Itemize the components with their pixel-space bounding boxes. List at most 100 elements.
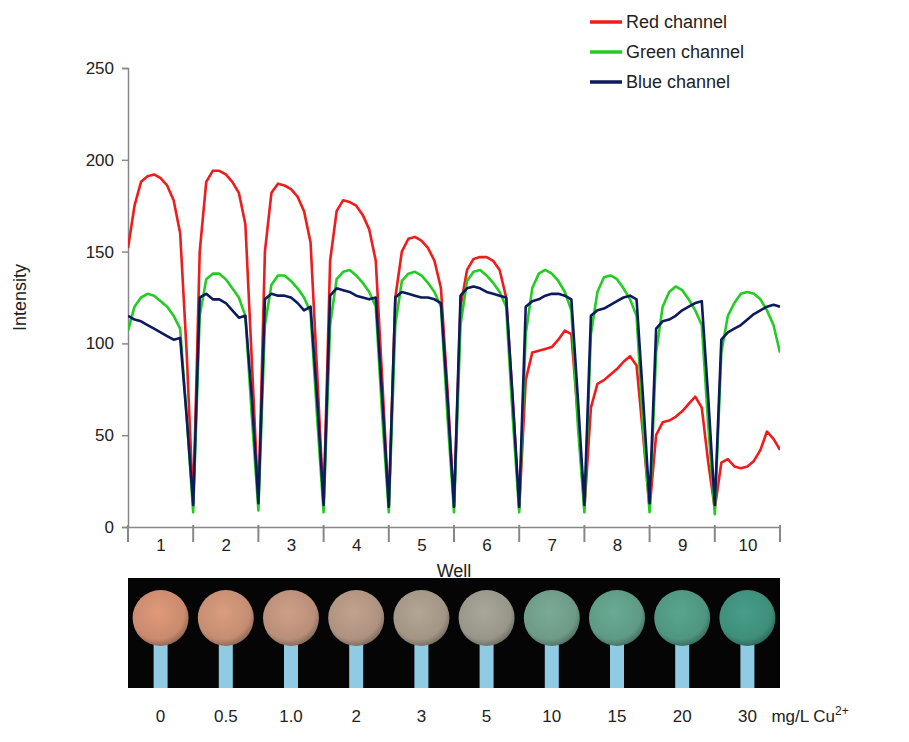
x-tick: 6 [482, 527, 491, 555]
y-tick-label: 0 [105, 518, 114, 537]
x-tick-label: 6 [482, 536, 491, 555]
well-divider [714, 525, 716, 542]
series-line [128, 270, 780, 514]
x-tick-label: 4 [352, 536, 361, 555]
concentration-label: 2 [351, 707, 360, 726]
concentration-label: 0.5 [214, 707, 238, 726]
x-tick-label: 3 [287, 536, 296, 555]
well-photo [459, 590, 515, 646]
y-tick: 50 [95, 426, 128, 445]
well-photo [719, 590, 775, 646]
well-channel [349, 640, 363, 688]
x-tick: 1 [156, 527, 165, 555]
well-channel [545, 640, 559, 688]
well-channel [610, 640, 624, 688]
well-photo [524, 590, 580, 646]
well-photo [654, 590, 710, 646]
y-tick-mark [122, 343, 128, 345]
x-tick-label: 2 [222, 536, 231, 555]
concentration-unit: mg/L Cu2+ [771, 704, 848, 726]
y-axis-line [122, 69, 129, 528]
y-tick-mark [122, 68, 128, 70]
well-photo [133, 590, 189, 646]
y-tick-label: 50 [95, 426, 114, 445]
y-tick-mark [122, 251, 128, 253]
concentration-label: 1.0 [279, 707, 303, 726]
well-photo-strip [128, 578, 780, 688]
concentration-label: 15 [608, 707, 627, 726]
well-channel [675, 640, 689, 688]
well-divider [518, 525, 520, 542]
well-divider [388, 525, 390, 542]
x-tick: 9 [678, 527, 687, 555]
well-photo [198, 590, 254, 646]
legend: Red channel Green channel Blue channel [590, 12, 744, 92]
legend-label: Blue channel [626, 72, 730, 92]
x-tick-label: 7 [548, 536, 557, 555]
well-divider [323, 525, 325, 542]
y-tick: 0 [105, 518, 128, 537]
legend-label: Green channel [626, 42, 744, 62]
x-tick: 7 [548, 527, 557, 555]
plot-area [128, 171, 780, 514]
well-divider [257, 525, 259, 542]
well-divider [192, 525, 194, 542]
y-axis-title: Intensity [10, 264, 30, 331]
well-divider [127, 525, 129, 542]
well-channel [480, 640, 494, 688]
x-tick-label: 10 [738, 536, 757, 555]
well-channel [284, 640, 298, 688]
well-photo [263, 590, 319, 646]
x-tick: 4 [352, 527, 361, 555]
y-tick: 250 [86, 59, 128, 78]
concentration-label: 3 [417, 707, 426, 726]
well-channel [414, 640, 428, 688]
chart: 05010015020025012345678910WellIntensityR… [0, 0, 909, 742]
x-tick: 2 [222, 527, 231, 555]
well-photo [328, 590, 384, 646]
x-tick-label: 9 [678, 536, 687, 555]
well-divider [583, 525, 585, 542]
y-tick-label: 250 [86, 59, 114, 78]
legend-swatch [590, 80, 622, 84]
y-tick: 100 [86, 334, 128, 353]
y-tick: 150 [86, 243, 128, 262]
well-channel [154, 640, 168, 688]
concentration-label: 5 [482, 707, 491, 726]
well-dividers [128, 525, 780, 542]
x-tick-label: 8 [613, 536, 622, 555]
series-line [128, 286, 780, 506]
x-tick-label: 5 [417, 536, 426, 555]
well-divider [779, 525, 781, 542]
y-axis: 0 50 100 150 200 250 [86, 59, 129, 537]
legend-swatch [590, 20, 622, 24]
legend-swatch [590, 50, 622, 54]
unit-superscript: 2+ [835, 704, 849, 718]
photo-background [128, 578, 780, 688]
concentration-label: 10 [542, 707, 561, 726]
y-tick-mark [122, 435, 128, 437]
concentration-label: 20 [673, 707, 692, 726]
x-tick: 8 [613, 527, 622, 555]
y-tick-label: 100 [86, 334, 114, 353]
well-channel [219, 640, 233, 688]
x-tick-label: 1 [156, 536, 165, 555]
concentration-labels: 0 0.5 1.0 2 3 5 10 15 20 30 mg/L Cu2+ [156, 704, 849, 726]
well-channel [740, 640, 754, 688]
unit-text: mg/L Cu [771, 707, 835, 726]
concentration-label: 30 [738, 707, 757, 726]
y-tick-label: 150 [86, 243, 114, 262]
x-tick: 5 [417, 527, 426, 555]
well-photo [393, 590, 449, 646]
y-tick-mark [122, 160, 128, 162]
y-tick-label: 200 [86, 151, 114, 170]
y-tick: 200 [86, 151, 128, 170]
concentration-label: 0 [156, 707, 165, 726]
series-line [128, 171, 780, 509]
x-tick: 3 [287, 527, 296, 555]
well-photo [589, 590, 645, 646]
well-divider [453, 525, 455, 542]
well-divider [649, 525, 651, 542]
legend-label: Red channel [626, 12, 727, 32]
x-tick: 10 [738, 527, 757, 555]
